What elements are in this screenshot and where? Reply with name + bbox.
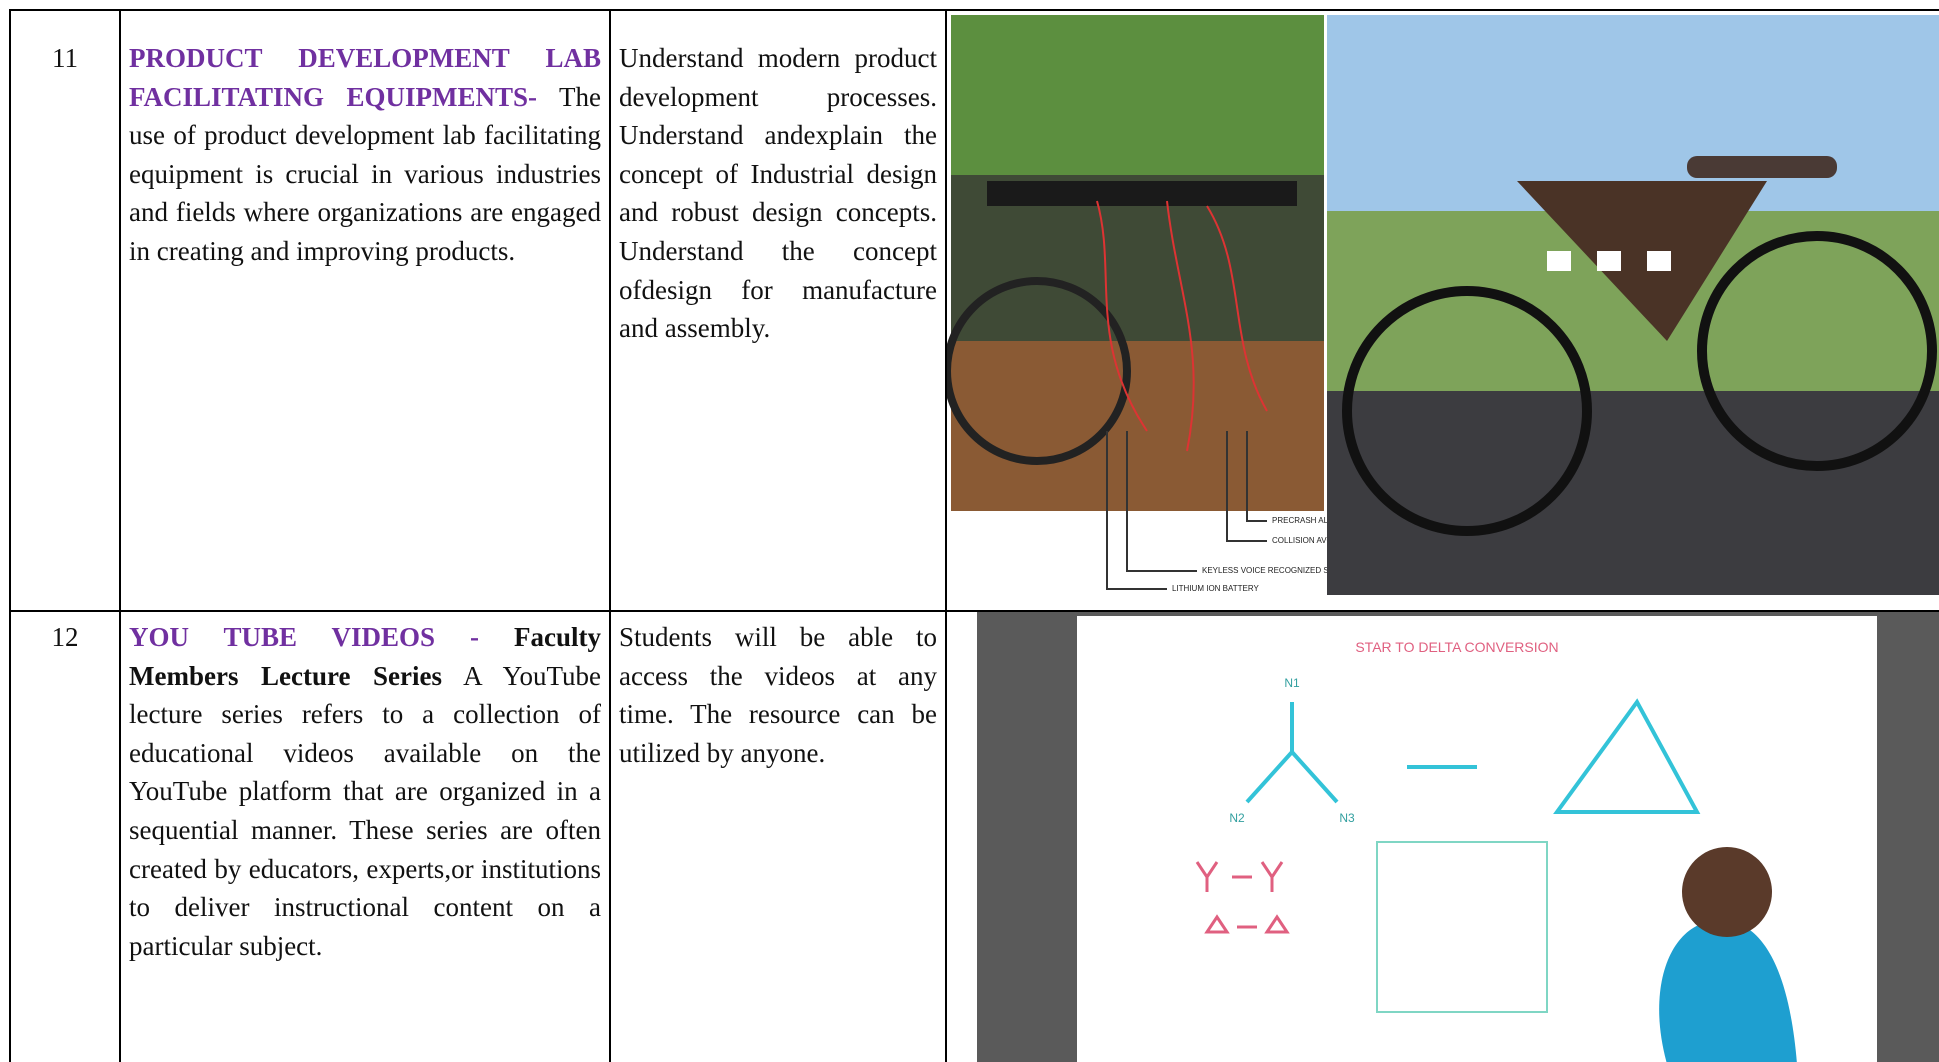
node-label: N1 [1284, 676, 1300, 690]
item-outcome: Students will be able to access the vide… [619, 622, 937, 768]
bike-wheel [1697, 231, 1937, 471]
video-frame: STAR TO DELTA CONVERSION N1 N2 N3 [977, 612, 1939, 1062]
star-diagram [1245, 698, 1701, 814]
bike-battery-box [1517, 181, 1767, 341]
photo-collage: PRECRASH ALERT SYTEM COLLISION AVOIDANCE… [947, 15, 1939, 595]
description-block: YOU TUBE VIDEOS - Faculty Members Lectur… [121, 612, 609, 965]
photo-wall [951, 15, 1324, 175]
image-cell: STAR TO DELTA CONVERSION N1 N2 N3 [945, 610, 1939, 1062]
callout-label: KEYLESS VOICE RECOGNIZED SYSTEM [1202, 566, 1357, 575]
callout-label: LITHIUM ION BATTERY [1172, 584, 1259, 593]
description-block: PRODUCT DEVELOPMENT LAB FACILITATING EQU… [121, 11, 609, 271]
row-number-cell: 11 [9, 9, 121, 612]
row-number-cell: 12 [9, 610, 121, 1062]
node-label: N3 [1339, 811, 1355, 825]
presenter-head [1682, 847, 1772, 937]
callout-label: PRECRASH ALERT SYTEM [1272, 516, 1374, 525]
outcome-cell: Understand modern product development pr… [609, 9, 947, 612]
photo-wheel [947, 277, 1131, 465]
handwriting [1195, 861, 1290, 934]
photo-road [1327, 391, 1939, 595]
presenter [1659, 920, 1797, 1062]
bike-wheel [1342, 286, 1592, 536]
callout-lines [1106, 431, 1267, 590]
description-cell: PRODUCT DEVELOPMENT LAB FACILITATING EQU… [119, 9, 611, 612]
row-number: 12 [51, 622, 79, 652]
node-label: N2 [1229, 811, 1245, 825]
item-description: The use of product development lab facil… [129, 81, 602, 266]
whiteboard-title: STAR TO DELTA CONVERSION [1355, 639, 1558, 655]
item-title: YOU TUBE VIDEOS - [129, 622, 480, 652]
image-cell: PRECRASH ALERT SYTEM COLLISION AVOIDANCE… [945, 9, 1939, 612]
formula-box [1376, 841, 1548, 1013]
photo-wires [1096, 200, 1268, 452]
row-number: 11 [52, 43, 78, 73]
description-cell: YOU TUBE VIDEOS - Faculty Members Lectur… [119, 610, 611, 1062]
photo-floor [951, 341, 1324, 511]
item-outcome: Understand modern product development pr… [619, 43, 937, 344]
outcome-cell: Students will be able to access the vide… [609, 610, 947, 1062]
bike-seat [1687, 156, 1837, 178]
item-subtitle: Faculty Members Lecture Series [129, 622, 601, 691]
photo-frame [987, 181, 1297, 206]
item-title: PRODUCT DEVELOPMENT LAB FACILITATING EQU… [129, 43, 601, 112]
item-description: A YouTube lecture series refers to a col… [129, 660, 601, 961]
